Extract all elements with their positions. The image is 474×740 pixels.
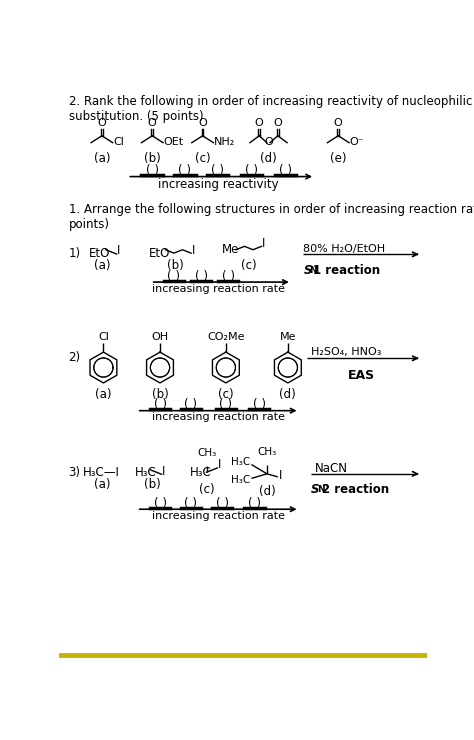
Text: O: O [264, 137, 273, 147]
Text: O: O [255, 118, 264, 128]
Text: I: I [279, 469, 282, 482]
Text: Cl: Cl [113, 137, 124, 147]
Text: ( ): ( ) [167, 270, 181, 283]
Text: H₃C—I: H₃C—I [82, 466, 119, 479]
Text: ( ): ( ) [178, 164, 191, 178]
Text: (c): (c) [218, 388, 234, 400]
Text: I: I [262, 237, 265, 250]
Text: 2. Rank the following in order of increasing reactivity of nucleophilic acyl
sub: 2. Rank the following in order of increa… [69, 95, 474, 123]
Text: (d): (d) [260, 152, 277, 165]
Text: (d): (d) [280, 388, 296, 400]
Text: 1 reaction: 1 reaction [313, 263, 381, 277]
Text: ( ): ( ) [146, 164, 159, 178]
Text: ( ): ( ) [248, 497, 261, 510]
Text: H₂SO₄, HNO₃: H₂SO₄, HNO₃ [311, 347, 382, 357]
Text: ( ): ( ) [194, 270, 208, 283]
Text: I: I [118, 244, 121, 258]
Text: NH₂: NH₂ [214, 137, 236, 147]
Text: N: N [317, 485, 325, 494]
Text: H₃C: H₃C [135, 466, 157, 479]
Text: 3): 3) [69, 466, 81, 479]
Text: (c): (c) [195, 152, 210, 165]
Text: 2 reaction: 2 reaction [322, 483, 389, 496]
Text: N: N [309, 266, 317, 275]
Text: O: O [334, 118, 343, 128]
Text: O: O [273, 118, 282, 128]
Text: I: I [162, 465, 166, 478]
Text: H₃C: H₃C [190, 466, 211, 479]
Text: (a): (a) [94, 152, 110, 165]
Text: EtO: EtO [148, 246, 170, 260]
Text: (b): (b) [167, 259, 184, 272]
Text: increasing reaction rate: increasing reaction rate [152, 283, 284, 294]
Text: (c): (c) [199, 483, 214, 496]
Text: 2): 2) [69, 351, 81, 363]
Text: ( ): ( ) [216, 497, 228, 510]
Text: EAS: EAS [348, 369, 375, 382]
Text: Cl: Cl [98, 332, 109, 342]
Text: ( ): ( ) [222, 270, 235, 283]
Text: ( ): ( ) [154, 398, 166, 411]
Text: OH: OH [151, 332, 169, 342]
Text: (c): (c) [241, 259, 257, 272]
Text: S: S [303, 263, 312, 277]
Text: O: O [98, 118, 106, 128]
Text: (a): (a) [95, 388, 112, 400]
Text: ( ): ( ) [184, 398, 198, 411]
Text: EtO: EtO [89, 246, 110, 260]
Text: NaCN: NaCN [315, 462, 348, 475]
Text: (b): (b) [152, 388, 168, 400]
Text: (e): (e) [330, 152, 346, 165]
Text: H₃C: H₃C [231, 457, 250, 467]
Text: CH₃: CH₃ [257, 447, 276, 457]
Text: 1): 1) [69, 246, 81, 260]
Text: O⁻: O⁻ [350, 137, 365, 147]
Text: CO₂Me: CO₂Me [207, 332, 245, 342]
Text: I: I [218, 458, 221, 471]
Text: Me: Me [222, 243, 239, 256]
Text: H₃C: H₃C [231, 475, 250, 485]
Text: S: S [311, 483, 319, 496]
Text: CH₃: CH₃ [197, 448, 216, 458]
Text: ( ): ( ) [253, 398, 266, 411]
Text: OEt: OEt [164, 137, 184, 147]
Text: (a): (a) [94, 477, 110, 491]
Text: (a): (a) [94, 259, 110, 272]
Text: ( ): ( ) [154, 497, 166, 510]
Text: increasing reactivity: increasing reactivity [158, 178, 278, 191]
Text: 1. Arrange the following structures in order of increasing reaction rate. (20
po: 1. Arrange the following structures in o… [69, 203, 474, 231]
Text: ( ): ( ) [184, 497, 198, 510]
Text: (d): (d) [259, 485, 275, 498]
Text: ( ): ( ) [279, 164, 292, 178]
Text: ( ): ( ) [211, 164, 224, 178]
Text: O: O [148, 118, 156, 128]
Text: 80% H₂O/EtOH: 80% H₂O/EtOH [303, 244, 385, 255]
Text: I: I [192, 243, 195, 257]
Text: increasing reaction rate: increasing reaction rate [152, 511, 284, 521]
Text: ( ): ( ) [219, 398, 232, 411]
Text: O: O [198, 118, 207, 128]
Text: (b): (b) [144, 152, 161, 165]
Text: increasing reaction rate: increasing reaction rate [152, 412, 284, 423]
Text: ( ): ( ) [245, 164, 258, 178]
Text: (b): (b) [144, 477, 161, 491]
Text: Me: Me [280, 332, 296, 342]
